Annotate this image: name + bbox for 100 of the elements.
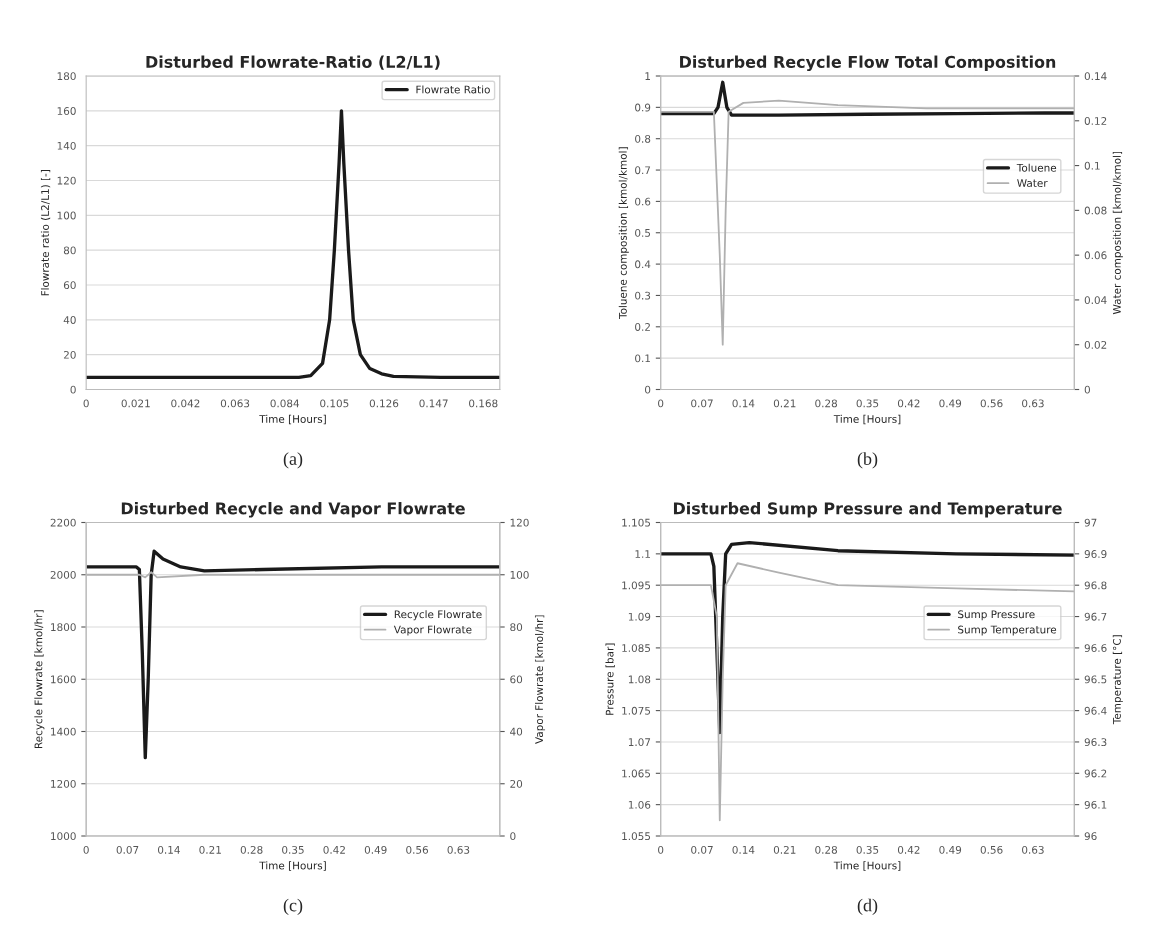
y-tick-label: 0.9 [635,103,651,112]
legend-label: Recycle Flowrate [394,610,482,621]
y-tick-label: 1.1 [635,550,650,558]
x-tick-label: 0.084 [270,399,300,408]
chart-title: Disturbed Recycle Flow Total Composition [680,55,1056,72]
y-axis-title: Recycle Flowrate [kmol/hr] [34,610,45,749]
y2-axis-title: Vapor Flowrate [kmol/hr] [534,615,546,744]
x-tick-label: 0.021 [121,399,150,408]
x-tick-label: 0.49 [939,845,962,854]
y2-tick-label: 0.1 [1084,161,1100,170]
y2-tick-label: 97 [1084,518,1097,527]
x-axis-title: Time [Hours] [833,861,901,871]
y-tick-label: 180 [57,72,76,81]
y-tick-label: 0.1 [635,354,650,363]
x-tick-label: 0.28 [815,399,838,408]
y-tick-label: 60 [63,281,76,290]
x-tick-label: 0.56 [980,845,1003,854]
x-tick-label: 0.07 [116,845,139,854]
y2-tick-label: 96.7 [1084,612,1107,621]
y-tick-label: 1.075 [622,706,651,715]
y-tick-label: 120 [57,176,76,185]
y-tick-label: 1.105 [622,518,651,527]
x-tick-label: 0.35 [282,845,304,854]
x-tick-label: 0.42 [323,845,345,854]
y-tick-label: 80 [63,246,76,255]
y2-tick-label: 80 [510,623,523,632]
y-tick-label: 1800 [51,623,76,632]
x-tick-label: 0.56 [406,845,429,854]
y2-tick-label: 0.08 [1084,206,1107,215]
chart-title: Disturbed Flowrate-Ratio (L2/L1) [146,55,440,70]
line-series [660,80,1075,117]
y-axis-title: Toluene composition [kmol/kmol] [618,147,629,320]
y2-tick-label: 20 [510,779,523,788]
x-tick-label: 0.63 [1022,845,1044,854]
y2-tick-label: 0.14 [1084,72,1107,81]
y2-tick-label: 96.4 [1084,706,1107,715]
x-axis-title: Time [Hours] [259,414,326,425]
y2-tick-label: 40 [510,727,523,736]
y2-tick-label: 0.06 [1084,251,1107,260]
x-tick-label: 0.28 [240,845,263,854]
legend-label: Sump Temperature [958,625,1057,636]
x-tick-label: 0.07 [691,845,713,854]
x-tick-label: 0.35 [856,399,879,408]
text: (d) [857,898,878,916]
legend-label: Toluene [1016,163,1057,172]
y-tick-label: 1.09 [628,612,651,621]
y2-tick-label: 0.02 [1084,340,1107,349]
line-series [86,549,500,760]
x-tick-label: 0 [658,399,664,408]
y-tick-label: 1200 [51,779,76,788]
x-tick-label: 0.21 [773,845,796,854]
x-tick-label: 0.28 [815,845,838,854]
y-tick-label: 160 [57,107,76,115]
x-tick-label: 0.21 [199,845,221,854]
y-tick-label: 140 [57,141,76,150]
y-tick-label: 0.7 [635,166,651,175]
y-axis-title: Flowrate ratio (L2/L1) [-] [40,170,51,296]
text: (a) [283,452,303,469]
y2-tick-label: 0 [1084,385,1090,394]
x-tick-label: 0.35 [856,845,879,854]
x-tick-label: 0.14 [157,845,180,854]
y2-tick-label: 96.6 [1084,644,1107,653]
x-tick-label: 0.105 [320,399,349,408]
x-tick-label: 0.42 [897,399,920,408]
y2-tick-label: 96.5 [1084,675,1107,684]
y-tick-label: 2200 [50,518,76,527]
y-axis-title: Pressure [bar] [605,643,615,715]
x-tick-label: 0.14 [732,845,755,854]
y2-tick-label: 100 [510,570,529,579]
y2-tick-label: 60 [510,675,523,684]
x-tick-label: 0.126 [369,399,399,408]
chart-title: Disturbed Sump Pressure and Temperature [673,502,1062,518]
x-tick-label: 0.56 [980,399,1003,408]
y-tick-label: 0.6 [635,197,651,206]
x-tick-label: 0.63 [1022,399,1044,408]
y2-tick-label: 0.12 [1084,117,1107,125]
x-tick-label: 0.63 [447,845,470,854]
y2-axis-title: Water composition [kmol/kmol] [1112,151,1123,315]
legend-label: Water [1017,179,1048,187]
y2-tick-label: 96.9 [1084,550,1107,558]
x-tick-label: 0.42 [897,845,920,854]
x-tick-label: 0.042 [171,399,200,408]
y-tick-label: 2000 [50,570,76,579]
x-tick-label: 0.14 [732,399,755,408]
y-tick-label: 0.8 [635,134,651,143]
y-tick-label: 1000 [51,832,76,841]
y-tick-label: 1.06 [628,800,651,809]
y2-tick-label: 96 [1084,832,1097,841]
y-tick-label: 1.08 [628,675,651,684]
text: (b) [857,452,878,469]
x-tick-label: 0.168 [469,399,498,408]
y-tick-label: 1 [645,72,650,80]
y-tick-label: 0 [70,385,76,394]
x-tick-label: 0.063 [220,399,250,408]
y-tick-label: 1400 [51,727,76,736]
y2-tick-label: 0.04 [1084,296,1107,305]
legend-label: Sump Pressure [958,610,1035,621]
y2-tick-label: 96.1 [1084,800,1107,809]
x-tick-label: 0 [658,845,664,854]
y2-tick-label: 0 [510,832,516,841]
